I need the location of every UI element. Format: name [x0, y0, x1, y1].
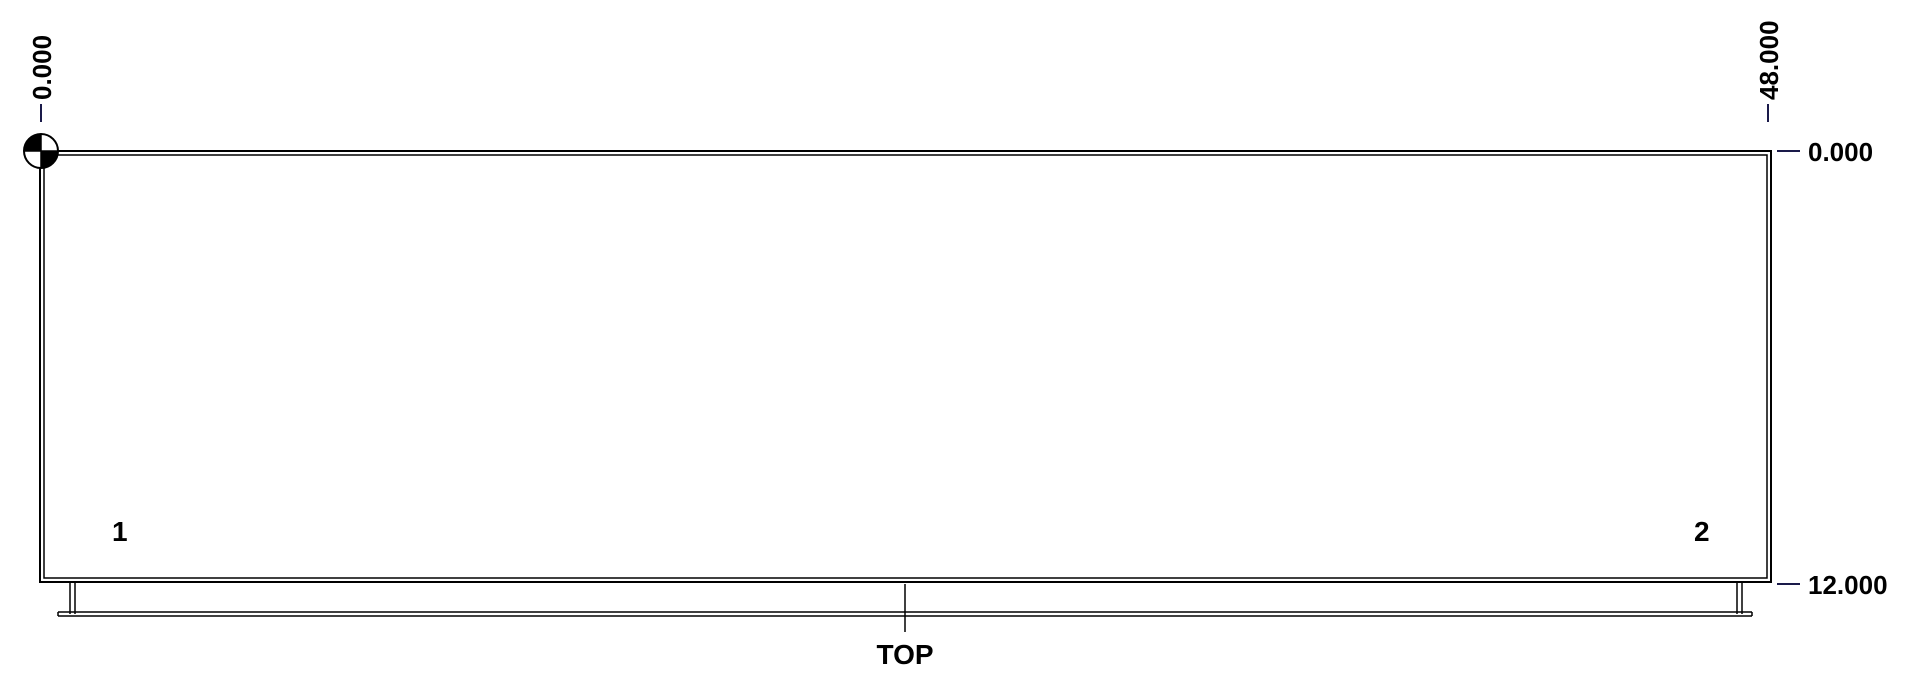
panel-label-right: 2: [1694, 516, 1710, 547]
side-label-top: TOP: [876, 639, 933, 670]
panel-outline: [39, 150, 1772, 583]
panel-outline-outer: [39, 150, 1772, 583]
dim-horizontal-end: 48.000: [1754, 20, 1784, 100]
dim-vertical-bottom: 12.000: [1808, 570, 1888, 600]
dim-horizontal-start: 0.000: [27, 35, 57, 100]
dim-vertical-top: 0.000: [1808, 137, 1873, 167]
dimension-ticks: [40, 104, 1800, 585]
panel-outline-inner: [43, 154, 1768, 579]
datum-origin-icon: [23, 133, 59, 169]
panel-label-left: 1: [112, 516, 128, 547]
